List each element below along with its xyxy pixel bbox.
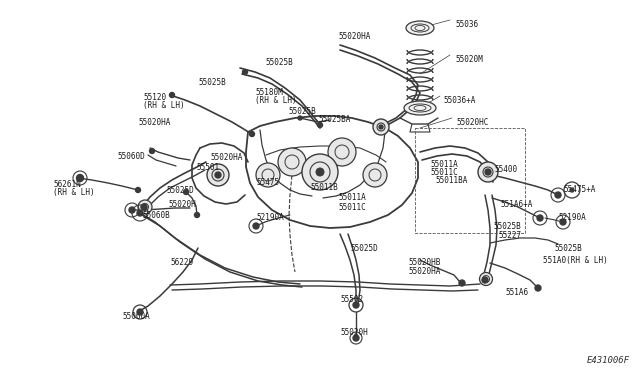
Text: 55020HA: 55020HA (138, 118, 170, 127)
Text: 55011A: 55011A (430, 160, 458, 169)
Circle shape (136, 187, 141, 192)
Text: 52190A: 52190A (558, 213, 586, 222)
Text: 55400: 55400 (494, 165, 517, 174)
Circle shape (535, 285, 541, 291)
Ellipse shape (479, 273, 493, 285)
Text: 55011B: 55011B (310, 183, 338, 192)
Text: 55020HC: 55020HC (456, 118, 488, 127)
Ellipse shape (207, 164, 229, 186)
Text: 55502: 55502 (340, 295, 363, 304)
Text: 55227: 55227 (498, 231, 521, 240)
Text: 56261N: 56261N (53, 180, 81, 189)
Ellipse shape (138, 200, 152, 214)
Text: 55475: 55475 (256, 178, 279, 187)
Circle shape (250, 131, 255, 137)
Text: 55025B: 55025B (288, 107, 316, 116)
Text: E431006F: E431006F (587, 356, 630, 365)
Circle shape (77, 174, 83, 182)
Circle shape (150, 148, 154, 154)
Text: 551A0(RH & LH): 551A0(RH & LH) (543, 256, 608, 265)
Circle shape (379, 125, 383, 129)
Circle shape (482, 277, 488, 283)
Text: 55020HA: 55020HA (408, 267, 440, 276)
Text: 55011BA: 55011BA (435, 176, 467, 185)
Circle shape (215, 172, 221, 178)
Circle shape (243, 70, 248, 74)
Text: 55180M: 55180M (255, 88, 283, 97)
Circle shape (256, 163, 280, 187)
Text: 55020HB: 55020HB (408, 258, 440, 267)
Text: 55020M: 55020M (455, 55, 483, 64)
Text: 55025BA: 55025BA (318, 115, 350, 124)
Circle shape (195, 212, 200, 218)
Ellipse shape (478, 162, 498, 182)
Text: 55020H: 55020H (168, 200, 196, 209)
Text: 55060A: 55060A (122, 312, 150, 321)
Circle shape (278, 148, 306, 176)
Text: 55501: 55501 (196, 163, 219, 172)
Circle shape (302, 154, 338, 190)
Text: 55060B: 55060B (142, 211, 170, 220)
Text: 55020HA: 55020HA (210, 153, 243, 162)
Text: 551A6+A: 551A6+A (500, 200, 532, 209)
Circle shape (137, 309, 143, 315)
Text: (RH & LH): (RH & LH) (143, 101, 184, 110)
Text: 56229: 56229 (170, 258, 193, 267)
Text: 55020HA: 55020HA (338, 32, 371, 41)
Circle shape (555, 192, 561, 198)
Circle shape (570, 188, 574, 192)
Circle shape (129, 207, 135, 213)
Circle shape (317, 122, 323, 128)
Ellipse shape (406, 21, 434, 35)
Text: 55475+A: 55475+A (563, 185, 595, 194)
Text: 55011A: 55011A (338, 193, 365, 202)
Circle shape (560, 219, 566, 225)
Text: 55036+A: 55036+A (443, 96, 476, 105)
Circle shape (485, 169, 491, 175)
Circle shape (316, 168, 324, 176)
Circle shape (353, 302, 359, 308)
Circle shape (253, 223, 259, 229)
Circle shape (298, 116, 302, 120)
Text: 55025B: 55025B (554, 244, 582, 253)
Text: (RH & LH): (RH & LH) (53, 188, 95, 197)
Ellipse shape (404, 101, 436, 115)
Text: (RH & LH): (RH & LH) (255, 96, 296, 105)
Text: 55025B: 55025B (265, 58, 292, 67)
Text: 55036: 55036 (455, 20, 478, 29)
Circle shape (170, 93, 175, 97)
Circle shape (328, 138, 356, 166)
Text: 55025B: 55025B (493, 222, 521, 231)
Circle shape (184, 189, 189, 195)
Text: 52190A: 52190A (256, 213, 284, 222)
Text: 55020H: 55020H (340, 328, 368, 337)
Circle shape (353, 335, 359, 341)
Circle shape (141, 204, 147, 210)
Text: 551A6: 551A6 (505, 288, 528, 297)
Text: 55025D: 55025D (166, 186, 194, 195)
Circle shape (363, 163, 387, 187)
Text: 55025B: 55025B (198, 78, 226, 87)
Text: 55060D: 55060D (117, 152, 145, 161)
Circle shape (537, 215, 543, 221)
Circle shape (137, 210, 143, 216)
Circle shape (459, 280, 465, 286)
Ellipse shape (373, 119, 389, 135)
Text: 55120: 55120 (143, 93, 166, 102)
Text: 55011C: 55011C (430, 168, 458, 177)
Text: 55025D: 55025D (350, 244, 378, 253)
Text: 55011C: 55011C (338, 203, 365, 212)
